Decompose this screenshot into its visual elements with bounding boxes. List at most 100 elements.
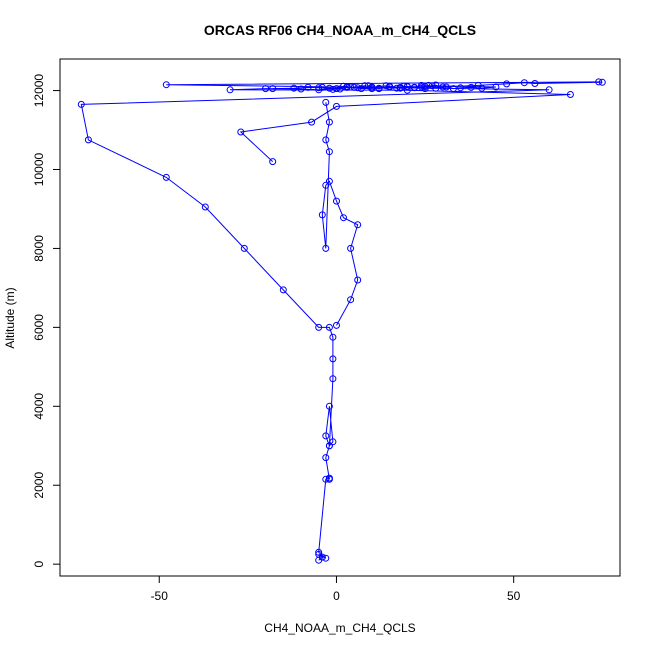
data-point — [329, 438, 337, 446]
data-point — [322, 554, 330, 562]
data-point — [410, 83, 418, 91]
data-point — [308, 118, 316, 126]
data-point — [403, 83, 411, 91]
data-point — [357, 85, 365, 93]
data-point — [322, 136, 330, 144]
data-point — [77, 100, 85, 108]
data-point — [290, 84, 298, 92]
y-tick-label: 0 — [32, 561, 46, 568]
data-point — [325, 402, 333, 410]
data-point — [382, 82, 390, 90]
data-point — [347, 244, 355, 252]
data-point — [354, 276, 362, 284]
data-point — [386, 83, 394, 91]
chart-title: ORCAS RF06 CH4_NOAA_m_CH4_QCLS — [204, 22, 476, 38]
data-point — [84, 136, 92, 144]
plot-frame — [59, 58, 621, 577]
data-point — [162, 173, 170, 181]
data-point — [595, 78, 603, 86]
data-point — [318, 211, 326, 219]
data-point — [343, 83, 351, 91]
data-point — [442, 83, 450, 91]
x-tick-label: -50 — [151, 589, 169, 603]
data-point — [400, 82, 408, 90]
data-point — [237, 128, 245, 136]
data-point — [478, 84, 486, 92]
data-point — [325, 118, 333, 126]
data-point — [325, 323, 333, 331]
y-tick-label: 10000 — [32, 152, 46, 186]
data-point — [322, 244, 330, 252]
data-point — [421, 83, 429, 91]
data-point — [457, 84, 464, 92]
data-point — [325, 442, 333, 450]
data-point — [520, 79, 528, 87]
data-point — [322, 432, 330, 440]
data-point — [329, 333, 337, 341]
data-point — [393, 84, 401, 92]
series-line-1 — [80, 81, 603, 561]
data-point — [297, 85, 305, 93]
data-point — [226, 86, 234, 94]
data-point — [315, 86, 323, 94]
data-point — [340, 214, 347, 222]
data-point — [333, 321, 340, 329]
x-tick-label: 0 — [333, 589, 340, 603]
y-tick-label: 4000 — [32, 393, 46, 420]
data-point — [428, 82, 436, 90]
y-tick-label: 12000 — [32, 74, 46, 108]
y-axis-label: Altitude (m) — [3, 287, 17, 348]
x-axis-label: CH4_NOAA_m_CH4_QCLS — [264, 621, 415, 635]
x-tick-label: 50 — [507, 589, 521, 603]
data-point — [315, 84, 323, 92]
data-point — [304, 83, 312, 91]
data-point — [325, 148, 333, 156]
data-point — [531, 80, 539, 87]
data-point — [269, 158, 277, 166]
data-point — [467, 83, 475, 91]
y-tick-label: 2000 — [32, 472, 46, 499]
data-point — [396, 84, 404, 92]
data-point — [364, 82, 372, 90]
data-point — [325, 475, 333, 483]
data-point — [333, 197, 340, 205]
data-point — [566, 91, 574, 98]
data-point — [449, 85, 457, 93]
y-tick-label: 8000 — [32, 235, 46, 262]
data-layer — [77, 78, 606, 564]
x-axis: -50 0 50 — [151, 576, 521, 603]
data-point — [336, 85, 344, 93]
data-point — [347, 83, 355, 91]
data-point — [432, 84, 440, 92]
data-point — [162, 81, 170, 89]
data-point — [322, 98, 330, 106]
data-point — [350, 83, 358, 91]
data-point — [432, 81, 440, 89]
data-point — [329, 355, 337, 363]
data-point — [322, 475, 330, 483]
data-point — [329, 85, 337, 93]
data-point — [325, 84, 333, 92]
data-point — [403, 86, 411, 94]
data-point — [322, 454, 330, 462]
data-point — [333, 85, 340, 93]
data-point — [492, 83, 500, 91]
series-line-2 — [321, 102, 359, 326]
data-point — [318, 83, 326, 91]
data-point — [315, 323, 323, 331]
data-point — [201, 203, 209, 211]
data-point — [333, 102, 340, 110]
data-point — [325, 177, 333, 185]
data-point — [315, 550, 323, 558]
series-line-3 — [272, 84, 496, 90]
data-point — [269, 85, 277, 93]
data-point — [375, 85, 383, 93]
data-point — [368, 83, 376, 91]
data-point — [347, 296, 355, 304]
data-point — [598, 78, 606, 86]
data-point — [322, 181, 330, 189]
data-point — [315, 548, 323, 556]
data-point — [354, 84, 362, 92]
data-point — [279, 286, 287, 294]
